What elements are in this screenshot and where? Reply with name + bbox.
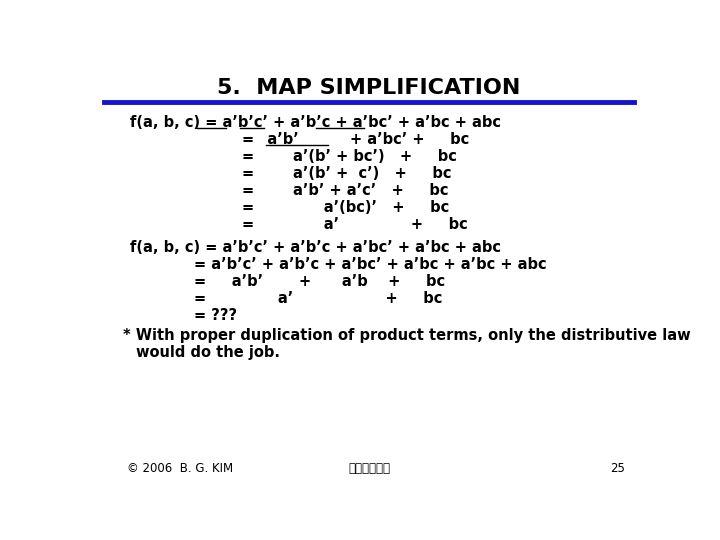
- Text: =: =: [241, 200, 253, 215]
- Text: f(a, b, c) = a’b’c’ + a’b’c + a’bc’ + a’bc + abc: f(a, b, c) = a’b’c’ + a’b’c + a’bc’ + a’…: [130, 240, 501, 255]
- Text: =: =: [241, 166, 253, 181]
- Text: =: =: [241, 183, 253, 198]
- Text: =: =: [241, 149, 253, 164]
- Text: © 2006  B. G. KIM: © 2006 B. G. KIM: [127, 462, 233, 475]
- Text: = a’b’c’ + a’b’c + a’bc’ + a’bc + a’bc + abc: = a’b’c’ + a’b’c + a’bc’ + a’bc + a’bc +…: [194, 256, 546, 272]
- Text: =: =: [241, 217, 253, 232]
- Text: =     a’b’       +      a’b    +     bc: = a’b’ + a’b + bc: [194, 274, 445, 289]
- Text: =              a’                  +     bc: = a’ + bc: [194, 291, 442, 306]
- Text: 5.  MAP SIMPLIFICATION: 5. MAP SIMPLIFICATION: [217, 78, 521, 98]
- Text: f(a, b, c) = a’b’c’ + a’b’c + a’bc’ + a’bc + abc: f(a, b, c) = a’b’c’ + a’b’c + a’bc’ + a’…: [130, 115, 501, 130]
- Text: =: =: [241, 132, 253, 147]
- Text: = ???: = ???: [194, 308, 237, 322]
- Text: a’(b’ +  c’)   +     bc: a’(b’ + c’) + bc: [252, 166, 451, 181]
- Text: 디지털시스템: 디지털시스템: [348, 462, 390, 475]
- Text: * With proper duplication of product terms, only the distributive law: * With proper duplication of product ter…: [122, 328, 690, 343]
- Text: a’              +     bc: a’ + bc: [252, 217, 468, 232]
- Text: a’(b’ + bc’)   +     bc: a’(b’ + bc’) + bc: [252, 149, 457, 164]
- Text: would do the job.: would do the job.: [137, 345, 281, 360]
- Text: 25: 25: [610, 462, 625, 475]
- Text: a’(bc)’   +     bc: a’(bc)’ + bc: [252, 200, 449, 215]
- Text: a’b’ + a’c’   +     bc: a’b’ + a’c’ + bc: [252, 183, 449, 198]
- Text: a’b’          + a’bc’ +     bc: a’b’ + a’bc’ + bc: [252, 132, 469, 147]
